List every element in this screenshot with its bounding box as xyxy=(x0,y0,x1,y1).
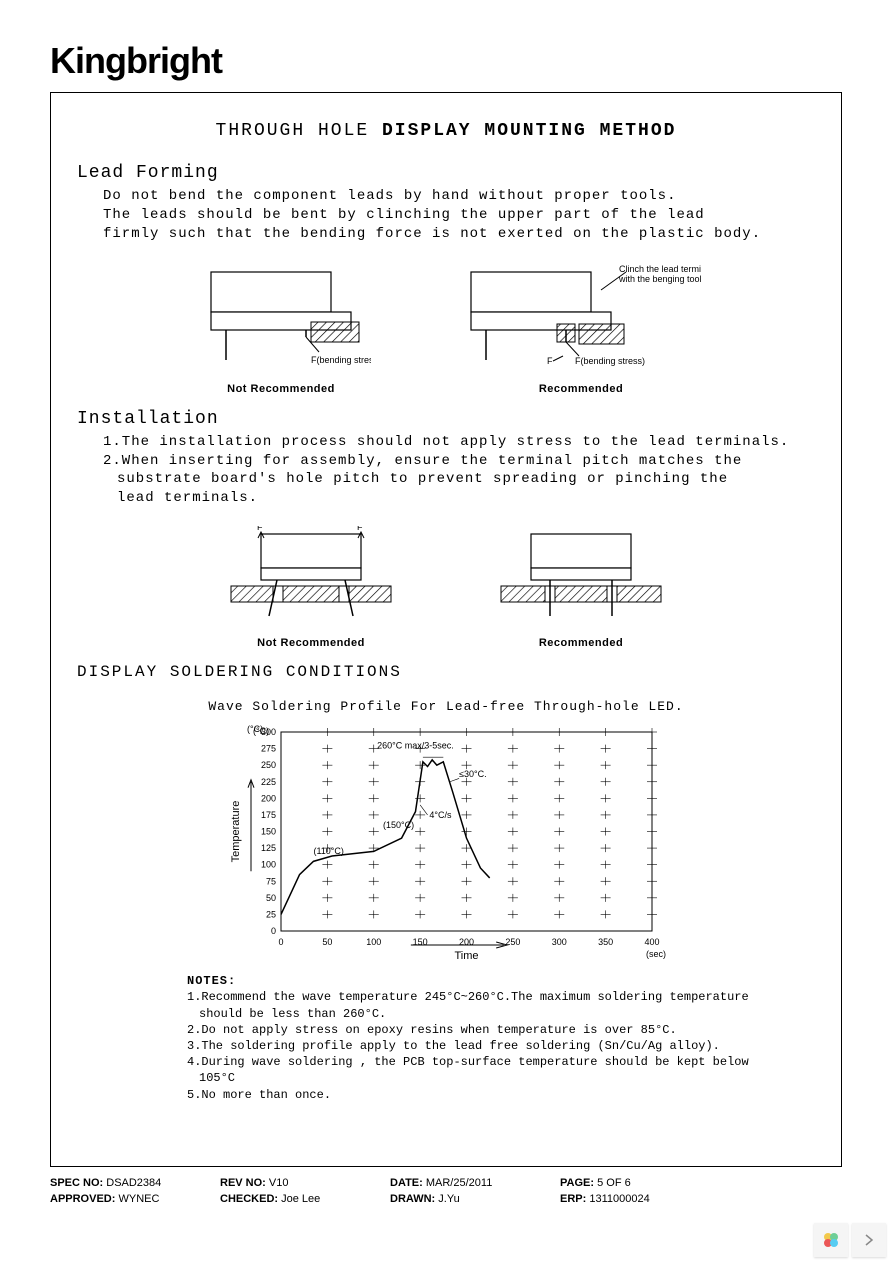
install-not-recommended-svg: F F xyxy=(221,526,401,626)
installation-heading: Installation xyxy=(77,409,815,429)
svg-text:200: 200 xyxy=(261,794,276,804)
flower-icon xyxy=(821,1230,841,1250)
nav-logo-button[interactable] xyxy=(814,1223,848,1257)
chevron-right-icon xyxy=(864,1233,874,1247)
svg-text:50: 50 xyxy=(266,893,276,903)
svg-text:0: 0 xyxy=(271,926,276,936)
svg-text:400: 400 xyxy=(644,937,659,947)
page-nav xyxy=(814,1223,886,1257)
diagram2-left: F F Not Recommended xyxy=(221,526,401,649)
svg-text:(sec): (sec) xyxy=(646,949,666,959)
svg-text:50: 50 xyxy=(322,937,332,947)
svg-text:0: 0 xyxy=(278,937,283,947)
note-2: 2.Do not apply stress on epoxy resins wh… xyxy=(187,1022,775,1038)
note-5: 5.No more than once. xyxy=(187,1087,775,1103)
svg-text:F: F xyxy=(257,526,263,532)
soldering-heading: DISPLAY SOLDERING CONDITIONS xyxy=(77,663,815,681)
svg-text:Time: Time xyxy=(454,950,478,962)
inst-item2a: 2.When inserting for assembly, ensure th… xyxy=(103,452,815,471)
diagram2-left-caption: Not Recommended xyxy=(221,637,401,649)
lf-line3: firmly such that the bending force is no… xyxy=(103,225,815,244)
footer-date: DATE: MAR/25/2011 xyxy=(390,1177,520,1189)
svg-text:125: 125 xyxy=(261,843,276,853)
footer-revno: REV NO: V10 xyxy=(220,1177,350,1189)
notes-heading: NOTES: xyxy=(187,973,775,989)
svg-text:4°C/s: 4°C/s xyxy=(429,810,452,820)
svg-text:100: 100 xyxy=(261,860,276,870)
lead-forming-heading: Lead Forming xyxy=(77,163,815,183)
lf-line2: The leads should be bent by clinching th… xyxy=(103,206,815,225)
diagram-lead-forming: F(bending stress) Not Recommended F F(be… xyxy=(77,262,815,395)
svg-text:F: F xyxy=(357,526,363,532)
diagram1-right: F F(bending stress) Clinch the lead term… xyxy=(461,262,701,395)
note-4: 4.During wave soldering , the PCB top-su… xyxy=(187,1054,775,1086)
svg-text:260°C max/3-5sec.: 260°C max/3-5sec. xyxy=(377,741,454,751)
diagram2-right: Recommended xyxy=(491,526,671,649)
svg-text:F(bending stress): F(bending stress) xyxy=(575,356,645,366)
lead-forming-text: Do not bend the component leads by hand … xyxy=(103,187,815,244)
svg-text:(110°C): (110°C) xyxy=(313,846,343,856)
svg-text:≤30°C.: ≤30°C. xyxy=(459,769,487,779)
footer-erp: ERP: 1311000024 xyxy=(560,1193,690,1205)
wave-solder-profile-chart: 0 25 50 75 100 125 150 175 200 225 250 275 300 0 50 100… xyxy=(226,720,666,965)
diagram-installation: F F Not Recommended Recommended xyxy=(77,526,815,649)
lf-line1: Do not bend the component leads by hand … xyxy=(103,187,815,206)
notes-block: NOTES: 1.Recommend the wave temperature … xyxy=(187,973,775,1103)
svg-text:100: 100 xyxy=(366,937,381,947)
diagram1-left-caption: Not Recommended xyxy=(191,383,371,395)
note-1: 1.Recommend the wave temperature 245°C~2… xyxy=(187,989,775,1021)
lead-forming-recommended-svg: F F(bending stress) Clinch the lead term… xyxy=(461,262,701,372)
f-label: F(bending stress) xyxy=(311,355,371,365)
diagram1-left: F(bending stress) Not Recommended xyxy=(191,262,371,395)
install-recommended-svg xyxy=(491,526,671,626)
chart-title: Wave Soldering Profile For Lead-free Thr… xyxy=(77,699,815,714)
inst-item1: 1.The installation process should not ap… xyxy=(103,433,815,452)
footer-drawn: DRAWN: J.Yu xyxy=(390,1193,520,1205)
svg-text:(°C): (°C) xyxy=(247,724,263,734)
svg-text:275: 275 xyxy=(261,744,276,754)
svg-text:75: 75 xyxy=(266,876,276,886)
page-title: THROUGH HOLE DISPLAY MOUNTING METHOD xyxy=(77,121,815,141)
installation-text: 1.The installation process should not ap… xyxy=(103,433,815,509)
svg-text:300: 300 xyxy=(552,937,567,947)
clinch-label2: with the benging tool xyxy=(618,274,701,284)
brand-logo: Kingbright xyxy=(50,40,842,82)
page-frame: THROUGH HOLE DISPLAY MOUNTING METHOD Lea… xyxy=(50,92,842,1167)
title-part2: DISPLAY MOUNTING METHOD xyxy=(382,121,676,141)
svg-text:175: 175 xyxy=(261,810,276,820)
svg-text:25: 25 xyxy=(266,910,276,920)
svg-text:F: F xyxy=(547,356,553,366)
clinch-label1: Clinch the lead terminal xyxy=(619,264,701,274)
svg-text:250: 250 xyxy=(261,760,276,770)
svg-text:Temperature: Temperature xyxy=(230,801,242,863)
footer-specno: SPEC NO: DSAD2384 xyxy=(50,1177,180,1189)
inst-item2b: substrate board's hole pitch to prevent … xyxy=(103,470,815,489)
lead-forming-not-recommended-svg: F(bending stress) xyxy=(191,262,371,372)
footer-approved: APPROVED: WYNEC xyxy=(50,1193,180,1205)
svg-text:(150°C): (150°C) xyxy=(383,820,414,830)
diagram2-right-caption: Recommended xyxy=(491,637,671,649)
footer-checked: CHECKED: Joe Lee xyxy=(220,1193,350,1205)
title-part1: THROUGH HOLE xyxy=(216,121,370,141)
inst-item2c: lead terminals. xyxy=(103,489,815,508)
next-page-button[interactable] xyxy=(852,1223,886,1257)
svg-text:350: 350 xyxy=(598,937,613,947)
diagram1-right-caption: Recommended xyxy=(461,383,701,395)
svg-text:250: 250 xyxy=(505,937,520,947)
note-3: 3.The soldering profile apply to the lea… xyxy=(187,1038,775,1054)
soldering-chart: 0 25 50 75 100 125 150 175 200 225 250 275 300 0 50 100… xyxy=(77,720,815,965)
svg-text:225: 225 xyxy=(261,777,276,787)
svg-text:150: 150 xyxy=(261,827,276,837)
footer-page: PAGE: 5 OF 6 xyxy=(560,1177,690,1189)
document-footer: SPEC NO: DSAD2384 REV NO: V10 DATE: MAR/… xyxy=(50,1177,842,1205)
